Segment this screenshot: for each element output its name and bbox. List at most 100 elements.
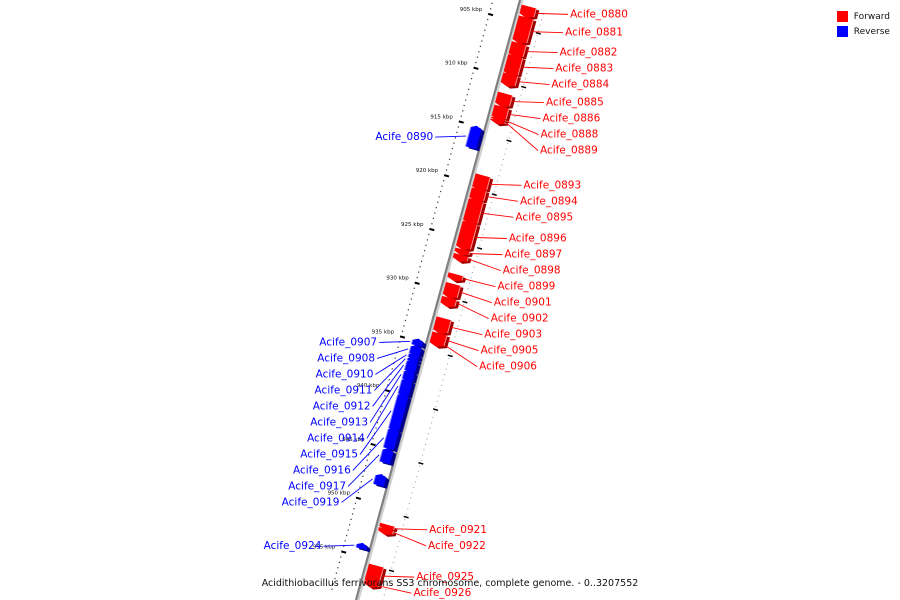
gene-acife-0898[interactable]: Acife_0898 [452,252,561,277]
gene-label[interactable]: Acife_0925 [416,571,474,583]
gene-acife-0906[interactable]: Acife_0906 [429,341,538,373]
gene-body [364,563,384,585]
gene-acife-0895[interactable]: Acife_0895 [463,198,573,227]
tick-mark [341,550,347,554]
gene-label[interactable]: Acife_0905 [481,345,539,357]
gene-label[interactable]: Acife_0882 [560,47,618,59]
gene-acife-0880[interactable]: Acife_0880 [519,4,628,21]
track-dot [504,153,506,155]
gene-label[interactable]: Acife_0903 [484,329,542,341]
gene-acife-0889[interactable]: Acife_0889 [490,118,598,157]
gene-label[interactable]: Acife_0901 [494,297,552,309]
gene-acife-0911[interactable]: Acife_0911 [315,356,422,397]
gene-label[interactable]: Acife_0914 [307,432,365,444]
gene-acife-0885[interactable]: Acife_0885 [495,91,604,110]
track-dot [391,567,393,569]
gene-label[interactable]: Acife_0926 [413,587,471,599]
gene-acife-0913[interactable]: Acife_0913 [310,369,418,429]
gene-acife-0896[interactable]: Acife_0896 [456,220,567,253]
gene-label[interactable]: Acife_0895 [515,211,573,223]
gene-acife-0926[interactable]: Acife_0926 [363,580,472,599]
gene-leader-line [366,385,399,439]
gene-label[interactable]: Acife_0917 [288,480,346,492]
gene-acife-0893[interactable]: Acife_0893 [472,173,581,193]
gene-acife-0924[interactable]: Acife_0924 [264,540,371,553]
gene-label[interactable]: Acife_0921 [429,524,487,536]
gene-label[interactable]: Acife_0906 [479,361,537,373]
gene-label[interactable]: Acife_0898 [503,265,561,277]
gene-acife-0902[interactable]: Acife_0902 [440,295,549,325]
gene-acife-0894[interactable]: Acife_0894 [469,187,578,207]
gene-acife-0899[interactable]: Acife_0899 [447,272,556,293]
gene-leader-line [475,237,507,239]
track-dot [351,513,354,515]
gene-acife-0916[interactable]: Acife_0916 [293,427,402,477]
gene-label[interactable]: Acife_0910 [316,368,374,380]
gene-label[interactable]: Acife_0912 [313,400,371,412]
track-dot [410,497,412,499]
gene-label[interactable]: Acife_0907 [319,336,377,348]
gene-acife-0897[interactable]: Acife_0897 [454,247,563,261]
gene-label[interactable]: Acife_0894 [520,195,578,207]
gene-acife-0882[interactable]: Acife_0882 [508,41,618,60]
gene-body [452,252,469,262]
gene-highlight [401,370,405,379]
track-dot [346,534,348,537]
gene-acife-0883[interactable]: Acife_0883 [503,54,614,78]
gene-label[interactable]: Acife_0908 [317,352,375,364]
gene-label[interactable]: Acife_0888 [541,129,599,141]
gene-leader-line [445,345,478,368]
gene-acife-0881[interactable]: Acife_0881 [512,15,623,46]
gene-label[interactable]: Acife_0880 [570,8,628,20]
gene-label[interactable]: Acife_0881 [565,27,623,39]
gene-acife-0886[interactable]: Acife_0886 [491,104,601,125]
gene-acife-0919[interactable]: Acife_0919 [282,474,390,508]
gene-label[interactable]: Acife_0919 [282,496,340,508]
gene-body [508,41,527,58]
gene-label[interactable]: Acife_0922 [428,540,486,552]
gene-leader-line [394,532,427,547]
gene-label[interactable]: Acife_0889 [540,145,598,157]
gene-label[interactable]: Acife_0916 [293,464,351,476]
gene-acife-0922[interactable]: Acife_0922 [378,527,486,552]
gene-label[interactable]: Acife_0883 [555,63,613,75]
gene-acife-0890[interactable]: Acife_0890 [375,125,485,152]
gene-acife-0901[interactable]: Acife_0901 [442,281,552,309]
track-dot [481,40,483,42]
track-dot [360,481,362,483]
gene-acife-0910[interactable]: Acife_0910 [316,352,423,381]
gene-acife-0905[interactable]: Acife_0905 [429,331,539,357]
gene-label[interactable]: Acife_0911 [315,384,373,396]
track-dot [498,175,500,177]
gene-label[interactable]: Acife_0890 [375,131,433,143]
track-dot [461,309,463,311]
track-dot [450,153,452,155]
gene-label[interactable]: Acife_0893 [523,179,581,191]
track-dot [432,417,434,419]
gene-label[interactable]: Acife_0899 [498,281,556,293]
track-dot [445,368,447,370]
gene-label[interactable]: Acife_0884 [551,79,609,91]
gene-acife-0903[interactable]: Acife_0903 [433,316,542,341]
gene-acife-0917[interactable]: Acife_0917 [288,448,397,492]
gene-acife-0925[interactable]: Acife_0925 [364,563,474,587]
gene-label[interactable]: Acife_0896 [509,233,567,245]
gene-label[interactable]: Acife_0886 [542,113,600,125]
gene-acife-0914[interactable]: Acife_0914 [307,378,416,444]
tick-mark [355,496,362,500]
track-dot [349,524,351,526]
gene-acife-0884[interactable]: Acife_0884 [500,72,610,91]
chromosome-backbone [354,0,524,600]
gene-label[interactable]: Acife_0897 [504,249,562,261]
gene-leader-line [506,123,539,151]
gene-label[interactable]: Acife_0885 [546,97,604,109]
gene-acife-0915[interactable]: Acife_0915 [300,393,412,460]
gene-label[interactable]: Acife_0902 [491,313,549,325]
gene-label[interactable]: Acife_0915 [300,448,358,460]
track-dot [443,180,445,182]
gene-highlight [466,256,469,262]
gene-acife-0907[interactable]: Acife_0907 [319,336,427,350]
track-dot [432,217,434,219]
gene-label[interactable]: Acife_0913 [310,416,368,428]
gene-label[interactable]: Acife_0924 [264,540,322,552]
